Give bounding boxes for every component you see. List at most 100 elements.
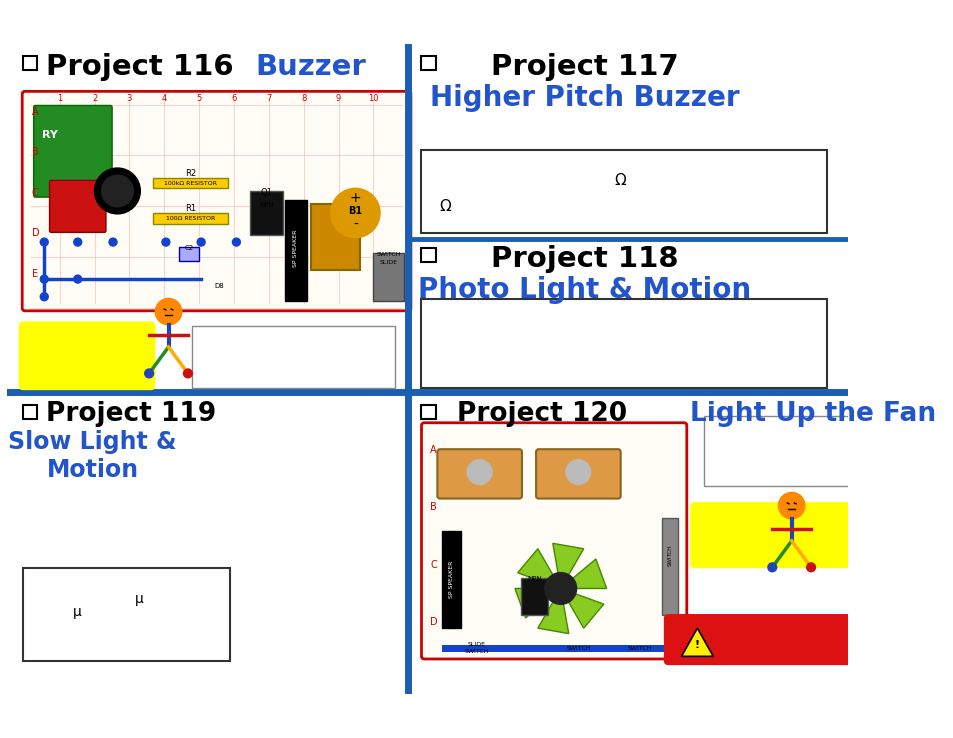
Text: SWITCH: SWITCH <box>565 646 590 651</box>
Bar <box>250 191 283 235</box>
Circle shape <box>40 293 49 300</box>
Text: D8: D8 <box>213 283 223 289</box>
Text: SP SPEAKER: SP SPEAKER <box>449 561 454 599</box>
Circle shape <box>162 238 170 246</box>
Bar <box>179 247 198 261</box>
Bar <box>421 405 436 419</box>
Text: 8: 8 <box>301 94 306 103</box>
Text: SWITCH: SWITCH <box>376 252 400 257</box>
FancyBboxPatch shape <box>663 614 875 665</box>
Text: Project 117: Project 117 <box>490 52 678 80</box>
Text: 4: 4 <box>161 94 167 103</box>
Polygon shape <box>515 588 548 618</box>
Bar <box>421 248 436 262</box>
Text: Light Up the Fan: Light Up the Fan <box>690 401 936 427</box>
Text: Slow Light &
Motion: Slow Light & Motion <box>9 430 177 482</box>
Circle shape <box>145 369 153 378</box>
Circle shape <box>101 175 133 207</box>
Polygon shape <box>573 559 606 588</box>
Circle shape <box>155 298 182 325</box>
Text: Project 116: Project 116 <box>46 52 233 80</box>
Text: 10: 10 <box>368 94 378 103</box>
Text: Project 119: Project 119 <box>46 401 216 427</box>
Text: B: B <box>31 147 39 157</box>
Text: 2: 2 <box>91 94 97 103</box>
Text: 1: 1 <box>57 94 62 103</box>
Circle shape <box>467 460 492 484</box>
Circle shape <box>94 168 140 214</box>
Text: 7: 7 <box>266 94 272 103</box>
Text: D: D <box>430 617 437 627</box>
Text: B1: B1 <box>348 206 362 216</box>
Circle shape <box>197 238 205 246</box>
Polygon shape <box>537 602 568 634</box>
Text: 9: 9 <box>335 94 341 103</box>
Text: SWITCH: SWITCH <box>464 649 489 654</box>
Bar <box>421 56 436 70</box>
Text: Project 120: Project 120 <box>456 401 626 427</box>
Bar <box>23 56 37 70</box>
Bar <box>152 178 228 188</box>
Polygon shape <box>517 549 552 583</box>
Bar <box>520 578 547 615</box>
Text: !: ! <box>694 640 700 650</box>
Text: Buzzer: Buzzer <box>255 52 366 80</box>
Bar <box>23 568 230 661</box>
Text: 6: 6 <box>231 94 236 103</box>
Text: B: B <box>430 503 436 512</box>
Bar <box>152 213 228 224</box>
Text: 100Ω RESISTOR: 100Ω RESISTOR <box>166 216 215 221</box>
Bar <box>441 645 677 652</box>
Bar <box>661 518 678 615</box>
Text: RY: RY <box>43 130 58 140</box>
Text: C2: C2 <box>184 245 193 251</box>
Text: 100kΩ RESISTOR: 100kΩ RESISTOR <box>164 181 217 186</box>
FancyBboxPatch shape <box>536 449 620 499</box>
Bar <box>421 300 826 387</box>
FancyBboxPatch shape <box>33 106 112 197</box>
Polygon shape <box>552 543 583 575</box>
Polygon shape <box>680 628 713 656</box>
Circle shape <box>544 573 576 604</box>
Circle shape <box>565 460 590 484</box>
Bar <box>373 252 403 301</box>
Circle shape <box>40 275 49 283</box>
Bar <box>421 150 826 233</box>
Text: 5: 5 <box>196 94 201 103</box>
Circle shape <box>331 188 379 238</box>
Polygon shape <box>568 594 603 628</box>
Text: A: A <box>430 445 436 455</box>
Text: +: + <box>446 632 456 642</box>
Text: Project 118: Project 118 <box>490 245 678 273</box>
Text: E: E <box>31 269 38 279</box>
Text: Ω: Ω <box>614 173 625 188</box>
FancyBboxPatch shape <box>19 322 155 390</box>
Bar <box>441 531 460 628</box>
FancyBboxPatch shape <box>421 423 686 659</box>
Text: D: D <box>31 228 39 238</box>
Text: +: + <box>349 191 361 205</box>
Text: SP SPEAKER: SP SPEAKER <box>293 230 297 267</box>
Circle shape <box>109 238 117 246</box>
FancyBboxPatch shape <box>436 449 521 499</box>
Text: Higher Pitch Buzzer: Higher Pitch Buzzer <box>429 84 739 112</box>
Text: Ω: Ω <box>438 199 451 214</box>
Bar <box>23 405 37 419</box>
Circle shape <box>767 563 776 572</box>
Text: SWITCH: SWITCH <box>627 646 652 651</box>
Text: μ: μ <box>73 605 82 619</box>
Bar <box>702 415 870 486</box>
Text: SLIDE: SLIDE <box>468 642 485 646</box>
Circle shape <box>73 275 82 283</box>
FancyBboxPatch shape <box>690 502 879 568</box>
Bar <box>311 204 359 270</box>
Circle shape <box>73 238 82 246</box>
Circle shape <box>183 369 193 378</box>
Text: μ: μ <box>135 592 144 606</box>
Bar <box>193 325 395 387</box>
FancyBboxPatch shape <box>50 180 106 232</box>
Bar <box>285 200 307 301</box>
Text: Photo Light & Motion: Photo Light & Motion <box>417 277 750 305</box>
Circle shape <box>40 238 49 246</box>
FancyBboxPatch shape <box>22 92 411 311</box>
